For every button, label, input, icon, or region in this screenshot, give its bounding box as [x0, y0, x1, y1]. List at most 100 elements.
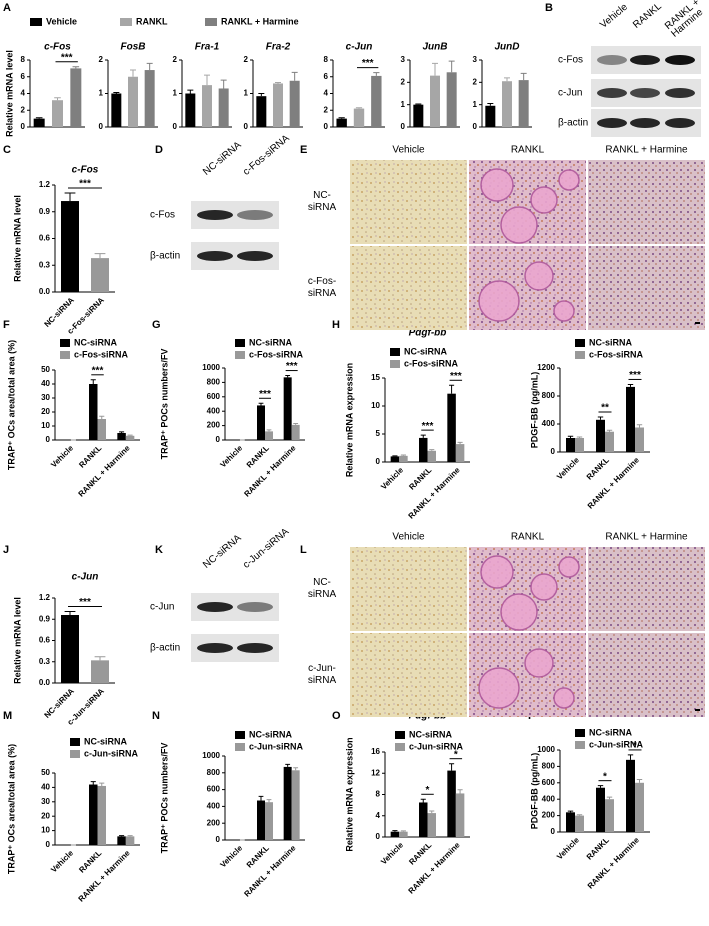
y-tick-label: 800 — [207, 378, 221, 387]
legend-label: c-Fos-siRNA — [249, 349, 304, 359]
y-tick-label: 3 — [473, 55, 478, 64]
error-bar — [94, 656, 106, 661]
y-tick-label: 8 — [324, 55, 329, 64]
chart-title: Fra-1 — [195, 42, 220, 53]
chart-title: c-Fos — [44, 42, 71, 53]
osteoclast — [500, 206, 538, 244]
legend-swatch — [235, 351, 245, 359]
micrograph-row-label: NC-siRNA — [307, 577, 337, 600]
y-tick-label: 0 — [99, 122, 104, 131]
osteoclast — [553, 687, 575, 709]
bar — [91, 258, 109, 292]
osteoclast — [553, 300, 575, 322]
blot-row-label: β-actin — [150, 251, 180, 262]
error-bar — [35, 117, 43, 119]
y-tick-label: 200 — [207, 421, 221, 430]
micrograph-row-label: NC-siRNA — [307, 190, 337, 213]
blot-band — [630, 118, 660, 128]
y-tick-label: 600 — [542, 778, 556, 787]
panel-letter: O — [332, 710, 341, 722]
blot-band — [597, 118, 627, 128]
legend-label: NC-siRNA — [249, 337, 293, 347]
micrograph-row-label: c-Jun-siRNA — [307, 663, 337, 686]
significance-label: *** — [362, 58, 374, 69]
bar — [256, 96, 267, 127]
micrograph-column-label: RANKL + Harmine — [605, 145, 688, 156]
y-tick-label: 1.2 — [39, 180, 51, 189]
y-axis-label: Relative mRNA expression — [344, 363, 354, 477]
micrograph — [588, 246, 705, 330]
error-bar — [636, 424, 643, 428]
panel-letter: B — [545, 2, 553, 14]
y-tick-label: 4 — [376, 811, 381, 820]
y-axis-label: TRAP⁺ OCs area/total area (%) — [6, 340, 16, 470]
y-tick-label: 0.3 — [39, 260, 51, 269]
x-tick-label: RANKL + Harmine — [407, 840, 463, 896]
error-bar — [520, 72, 527, 81]
chart-title: c-Jun — [346, 42, 373, 53]
error-bar — [400, 830, 406, 832]
bar — [399, 831, 408, 837]
blot-band — [597, 88, 627, 98]
error-bar — [293, 422, 299, 425]
error-bar — [504, 77, 510, 82]
blot-row-label: c-Fos — [558, 55, 583, 66]
blot-band — [237, 643, 273, 653]
bar — [61, 615, 79, 683]
x-tick-label: RANKL — [585, 455, 611, 481]
significance-label: *** — [422, 421, 434, 432]
legend-swatch — [120, 18, 132, 26]
y-tick-label: 5 — [376, 429, 381, 438]
y-tick-label: 2 — [473, 77, 478, 86]
y-tick-label: 0 — [401, 122, 406, 131]
bar — [399, 455, 408, 462]
error-bar — [72, 66, 80, 69]
legend-swatch — [235, 743, 245, 751]
error-bar — [487, 103, 494, 106]
x-tick-label: RANKL — [245, 843, 271, 869]
significance-label: *** — [450, 371, 462, 382]
error-bar — [392, 455, 398, 457]
bar — [125, 435, 135, 440]
scale-bar — [695, 322, 700, 324]
blot-band — [665, 118, 695, 128]
panel-letter: C — [3, 144, 11, 156]
legend-label: c-Jun-siRNA — [589, 739, 644, 749]
error-bar — [146, 62, 153, 71]
y-tick-label: 0.0 — [39, 678, 51, 687]
bar — [605, 431, 614, 452]
bar — [218, 88, 229, 127]
error-bar — [127, 434, 133, 436]
osteoclast — [524, 648, 554, 678]
legend-swatch — [390, 348, 400, 356]
y-tick-label: 1200 — [537, 363, 555, 372]
x-tick-label: RANKL — [245, 443, 271, 469]
error-bar — [258, 93, 265, 97]
y-tick-label: 6 — [21, 72, 26, 81]
bar — [566, 812, 575, 832]
bar — [89, 784, 98, 845]
y-tick-label: 4 — [324, 89, 329, 98]
legend-label: c-Jun-siRNA — [84, 748, 139, 758]
legend-swatch — [395, 731, 405, 739]
bar — [485, 105, 496, 127]
y-tick-label: 200 — [207, 818, 221, 827]
y-tick-label: 0 — [173, 122, 178, 131]
y-tick-label: 0 — [46, 840, 51, 849]
bar — [575, 815, 584, 832]
error-bar — [392, 830, 398, 832]
error-bar — [291, 71, 298, 81]
y-tick-label: 0 — [46, 435, 51, 444]
significance-label: *** — [79, 597, 91, 608]
y-tick-label: 20 — [41, 811, 50, 820]
blot-band — [237, 210, 273, 220]
legend-label: c-Fos-siRNA — [74, 349, 129, 359]
chart-title: FosB — [121, 42, 146, 53]
blot-row-label: c-Jun — [558, 88, 582, 99]
y-tick-label: 0.6 — [39, 234, 51, 243]
error-bar — [627, 383, 634, 387]
error-bar — [266, 429, 272, 432]
blot-row-label: β-actin — [558, 118, 588, 129]
x-tick-label: RANKL — [407, 840, 433, 866]
